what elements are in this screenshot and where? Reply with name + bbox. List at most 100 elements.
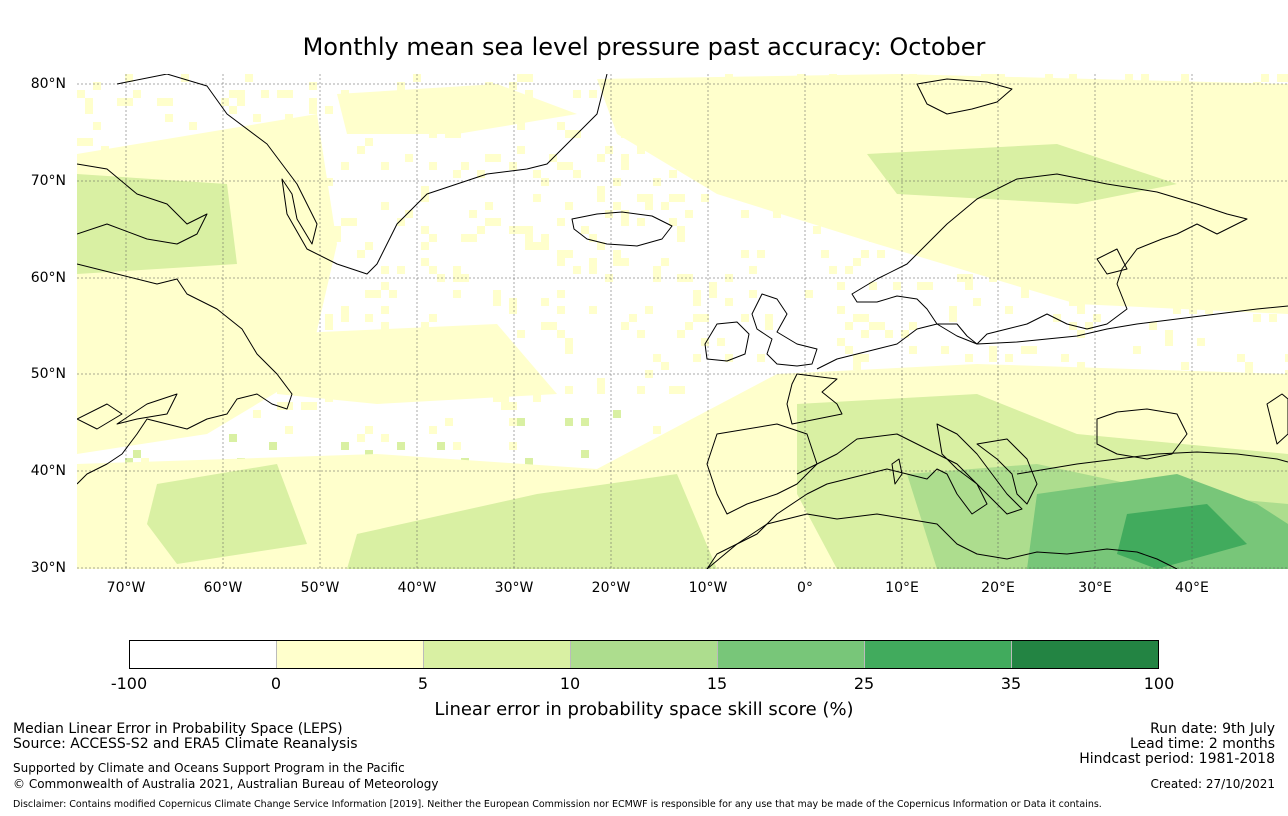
skill-cell: [829, 266, 837, 274]
skill-cell: [805, 290, 813, 298]
skill-cell: [589, 266, 597, 274]
colorbar-segment-2: [276, 641, 423, 668]
skill-cell: [613, 178, 621, 186]
skill-cell: [861, 314, 869, 322]
skill-cell: [349, 218, 357, 226]
colorbar-segment-3: [423, 641, 570, 668]
skill-cell: [485, 202, 493, 210]
skill-cell: [597, 386, 605, 394]
skill-cell: [517, 122, 525, 130]
skill-cell: [621, 210, 629, 218]
skill-cell: [493, 154, 501, 162]
skill-cell: [941, 346, 949, 354]
skill-cell: [1077, 362, 1085, 370]
skill-cell: [229, 434, 237, 442]
skill-cell: [1277, 74, 1285, 82]
skill-cell: [381, 162, 389, 170]
skill-cell: [613, 202, 621, 210]
skill-cell: [429, 314, 437, 322]
skill-cell: [517, 74, 525, 82]
skill-cell: [1005, 306, 1013, 314]
skill-cell: [429, 234, 437, 242]
skill-cell: [461, 162, 469, 170]
skill-cell: [1173, 306, 1181, 314]
colorbar-segment-4: [570, 641, 717, 668]
skill-cell: [405, 154, 413, 162]
skill-cell: [77, 90, 85, 98]
skill-cell: [597, 154, 605, 162]
skill-cell: [605, 146, 613, 154]
skill-cell: [1029, 346, 1037, 354]
skill-cell: [221, 98, 229, 106]
skill-cell: [1093, 314, 1101, 322]
skill-cell: [557, 306, 565, 314]
skill-cell: [989, 354, 997, 362]
lon-label-20w: 20°W: [591, 580, 631, 596]
skill-cell: [861, 354, 869, 362]
skill-cell: [165, 98, 173, 106]
skill-cell: [525, 234, 533, 242]
skill-cell: [181, 74, 189, 82]
skill-cell: [693, 290, 701, 298]
skill-cell: [125, 458, 133, 466]
skill-cell: [549, 322, 557, 330]
skill-cell: [325, 106, 333, 114]
skill-cell: [637, 194, 645, 202]
skill-cell: [1021, 346, 1029, 354]
skill-cell: [621, 154, 629, 162]
skill-cell: [269, 442, 277, 450]
skill-cell: [661, 362, 669, 370]
skill-cell: [541, 178, 549, 186]
skill-cell: [1133, 346, 1141, 354]
support-note: Supported by Climate and Oceans Support …: [13, 761, 405, 775]
skill-cell: [429, 162, 437, 170]
skill-cell: [589, 258, 597, 266]
skill-cell: [725, 354, 733, 362]
skill-cell: [325, 314, 333, 322]
skill-cell: [509, 306, 517, 314]
skill-cell: [333, 234, 341, 242]
lat-label-40n: 40°N: [30, 463, 66, 479]
map-title: Monthly mean sea level pressure past acc…: [302, 33, 986, 61]
skill-cell: [965, 354, 973, 362]
skill-cell: [669, 170, 677, 178]
skill-cell: [453, 290, 461, 298]
skill-cell: [165, 114, 173, 122]
skill-cell: [357, 146, 365, 154]
skill-cell: [365, 314, 373, 322]
skill-cell: [853, 362, 861, 370]
skill-cell: [621, 162, 629, 170]
skill-cell: [845, 346, 853, 354]
skill-cell: [365, 138, 373, 146]
skill-cell: [541, 322, 549, 330]
skill-cell: [285, 402, 293, 410]
skill-cell: [381, 306, 389, 314]
skill-cell: [133, 450, 141, 458]
lon-label-0: 0°: [797, 580, 813, 596]
lon-label-50w: 50°W: [300, 580, 340, 596]
skill-cell: [653, 354, 661, 362]
colorbar-tick: 100: [1143, 674, 1175, 693]
colorbar-segment-7: [1011, 641, 1158, 668]
skill-cell: [253, 114, 261, 122]
skill-cell: [861, 250, 869, 258]
skill-cell: [557, 218, 565, 226]
skill-cell: [1077, 306, 1085, 314]
skill-cell: [461, 234, 469, 242]
skill-cell: [677, 330, 685, 338]
lat-label-70n: 70°N: [30, 173, 66, 189]
skill-cell: [717, 338, 725, 346]
skill-cell: [1189, 306, 1197, 314]
skill-cell: [501, 394, 509, 402]
skill-cell: [229, 90, 237, 98]
skill-cell: [653, 178, 661, 186]
skill-cell: [557, 330, 565, 338]
skill-cell: [1245, 362, 1253, 370]
skill-cell: [373, 290, 381, 298]
skill-cell: [421, 242, 429, 250]
skill-cell: [397, 442, 405, 450]
skill-cell: [541, 242, 549, 250]
skill-cell: [365, 426, 373, 434]
skill-cell: [277, 402, 285, 410]
created-date: Created: 27/10/2021: [1150, 777, 1275, 791]
